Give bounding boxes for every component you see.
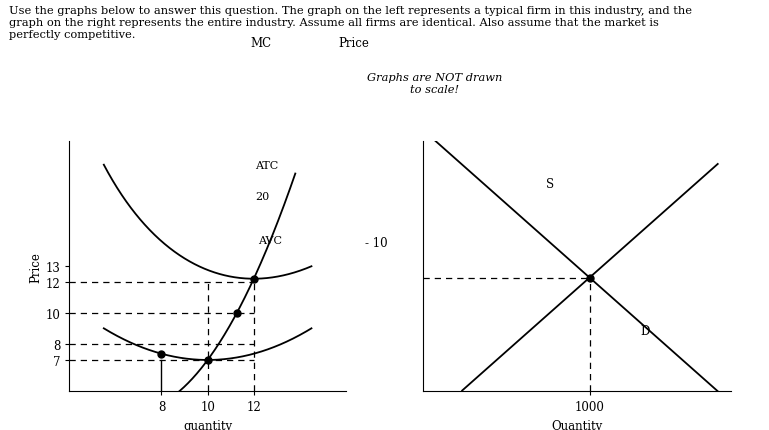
Text: AVC: AVC: [258, 235, 282, 245]
Text: 20: 20: [255, 192, 269, 202]
Text: S: S: [546, 177, 554, 190]
X-axis label: quantity: quantity: [183, 419, 232, 430]
Text: Graphs are NOT drawn
to scale!: Graphs are NOT drawn to scale!: [367, 73, 502, 95]
Text: D: D: [641, 325, 651, 338]
Text: Price: Price: [338, 37, 369, 50]
X-axis label: Quantity: Quantity: [551, 419, 602, 430]
Text: - 10: - 10: [365, 237, 388, 249]
Y-axis label: Price: Price: [29, 251, 42, 282]
Text: MC: MC: [251, 37, 272, 50]
Text: Use the graphs below to answer this question. The graph on the left represents a: Use the graphs below to answer this ques…: [9, 6, 692, 40]
Text: ATC: ATC: [255, 161, 278, 171]
